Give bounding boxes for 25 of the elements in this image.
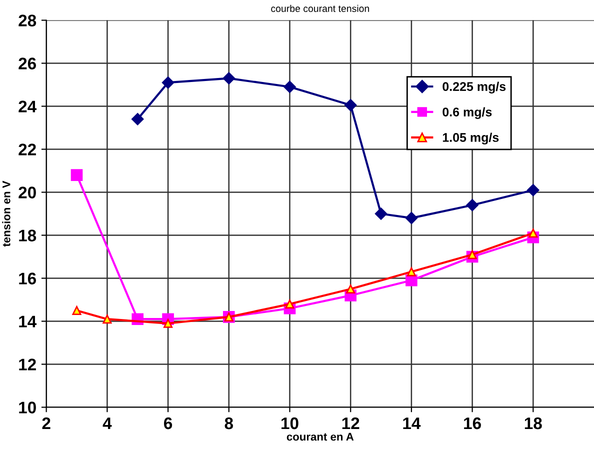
- chart-title: courbe courant tension: [271, 4, 369, 12]
- x-tick-label: 4: [102, 418, 112, 430]
- y-tick-label: 14: [19, 316, 37, 328]
- legend-label: 0.225 mg/s: [442, 82, 506, 94]
- x-tick-label: 18: [524, 417, 542, 430]
- y-tick-label: 10: [19, 402, 36, 414]
- x-tick-label: 14: [403, 418, 421, 430]
- y-tick-label: 26: [18, 58, 36, 70]
- x-tick-label: 8: [224, 417, 234, 430]
- legend-label: 0.6 mg/s: [442, 107, 492, 119]
- y-tick-label: 16: [19, 272, 36, 284]
- x-tick-label: 6: [164, 417, 172, 430]
- y-tick-label: 18: [19, 230, 36, 242]
- x-tick-label: 10: [282, 417, 298, 430]
- x-axis-title: courant en A: [286, 432, 354, 441]
- y-tick-label: 22: [18, 144, 36, 156]
- y-tick-label: 12: [19, 358, 36, 370]
- y-tick-label: 28: [18, 14, 36, 26]
- x-tick-label: 16: [464, 417, 481, 430]
- y-tick-label: 20: [18, 186, 36, 198]
- x-tick-label: 12: [342, 417, 360, 430]
- y-axis-title: tension en V: [2, 180, 10, 247]
- y-tick-label: 24: [18, 100, 37, 112]
- legend-label: 1.05 mg/s: [442, 132, 499, 144]
- x-tick-label: 2: [42, 417, 50, 430]
